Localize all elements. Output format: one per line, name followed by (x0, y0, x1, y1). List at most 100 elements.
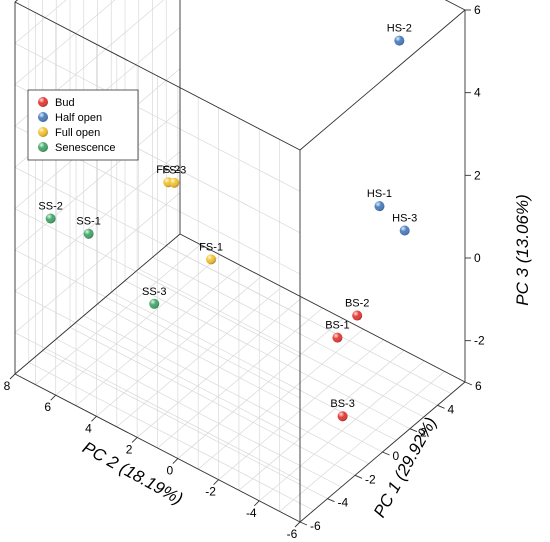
legend-marker-shading (38, 142, 48, 152)
point-label: BS-3 (330, 398, 354, 410)
point-marker-shading (394, 35, 405, 46)
grid-line-left-wall-horizontal (14, 291, 301, 440)
pc3-tick-label: 4 (474, 86, 481, 100)
grid-line-right-wall-horizontal (14, 151, 181, 292)
pc2-tick-label: 4 (85, 421, 92, 435)
legend-entry-full-open: Full open (38, 127, 100, 139)
grid-line-floor-pc2 (35, 244, 201, 385)
legend-marker-shading (38, 97, 48, 107)
box-edge (14, 1, 301, 151)
pc1-tick-label: 2 (420, 426, 427, 440)
pc2-tick-mark (50, 394, 57, 401)
grid-line-right-wall-horizontal (14, 192, 181, 333)
grid-line-left-wall-horizontal (14, 43, 301, 192)
point-marker-shading (399, 225, 410, 236)
grid-line-floor-pc2 (238, 350, 405, 491)
grid-line-right-wall-horizontal (14, 0, 116, 85)
grid-line-floor-pc2 (218, 339, 384, 480)
pc1-tick-mark (299, 521, 308, 526)
axis-titles: PC 1 (29.92%) PC 2 (18.19%) PC 3 (13.06%… (79, 194, 532, 520)
pc2-tick-mark (91, 415, 97, 422)
point-label: HS-2 (387, 23, 412, 35)
legend-entry-half-open: Half open (38, 112, 102, 124)
grid-line-floor-pc2 (55, 254, 221, 396)
pc2-tick-label: -2 (205, 485, 216, 499)
box-edge (14, 233, 181, 375)
grid-line-floor-pc2 (75, 265, 242, 406)
point-fs-1: FS-1 (199, 241, 223, 265)
point-fs-3: FS-3 (162, 165, 186, 188)
grid-line-floor-pc2 (96, 276, 262, 417)
box-edge (179, 233, 466, 383)
pc1-tick-label: -2 (365, 472, 376, 486)
point-ss-2: SS-2 (38, 200, 63, 224)
pc1-tick-label: 0 (393, 449, 400, 463)
pc1-tick-mark (409, 428, 418, 433)
point-label: HS-1 (367, 188, 392, 200)
point-bs-2: BS-2 (345, 298, 369, 321)
pc1-tick-label: -4 (338, 496, 349, 510)
point-marker-shading (149, 298, 160, 309)
point-ss-3: SS-3 (142, 286, 166, 309)
grid-line-floor-pc2 (136, 297, 303, 438)
pc2-tick-mark (213, 479, 219, 486)
point-label: BS-2 (345, 298, 369, 310)
point-label: SS-3 (142, 286, 166, 298)
point-label: SS-1 (76, 216, 100, 228)
pc1-tick-mark (437, 404, 445, 409)
grid-line-right-wall-horizontal (14, 109, 181, 251)
box-edge (299, 9, 466, 151)
point-label: FS-1 (199, 241, 223, 253)
box-edge (14, 373, 301, 523)
pc1-tick-mark (464, 381, 473, 386)
grid-line-left-wall-horizontal (14, 167, 301, 316)
point-marker-shading (206, 254, 217, 265)
point-label: BS-1 (325, 320, 349, 332)
point-hs-1: HS-1 (367, 188, 392, 212)
pc3-tick-label: -2 (474, 334, 485, 348)
legend-label: Half open (55, 112, 102, 124)
point-hs-2: HS-2 (387, 23, 412, 46)
legend-label: Bud (55, 97, 75, 109)
legend-label: Senescence (55, 142, 116, 154)
legend-marker-shading (38, 127, 48, 137)
pc3-tick-label: 6 (474, 3, 481, 17)
grid-line-floor-pc2 (259, 360, 425, 502)
point-bs-3: BS-3 (330, 398, 355, 422)
pc3-tick-label: 2 (474, 168, 481, 182)
pc2-tick-mark (172, 458, 179, 464)
legend-entry-senescence: Senescence (38, 142, 116, 154)
point-marker-shading (45, 213, 56, 224)
point-marker-shading (374, 201, 385, 212)
pc1-tick-label: 6 (475, 379, 482, 393)
pc3-tick-label: 0 (474, 251, 481, 265)
pc1-tick-label: -6 (310, 519, 321, 533)
legend-entry-bud: Bud (38, 97, 75, 109)
grid-line-floor-pc2 (116, 286, 283, 428)
pc1-tick-mark (327, 498, 335, 503)
axis-title-pc3: PC 3 (13.06%) (513, 194, 532, 306)
legend-marker-shading (38, 112, 48, 122)
point-marker-shading (352, 310, 363, 321)
pc1-tick-mark (354, 474, 363, 479)
legend: Bud Half open Full open Senescence (27, 89, 139, 161)
point-marker-shading (169, 177, 180, 188)
pc2-tick-label: 0 (167, 464, 174, 478)
pc1-tick-mark (382, 451, 390, 456)
point-label: HS-3 (392, 212, 417, 224)
grid-line-floor-pc2 (279, 371, 445, 512)
point-hs-3: HS-3 (392, 212, 417, 236)
pc1-tick-label: 4 (448, 402, 455, 416)
grid-line-floor-pc2 (157, 307, 323, 449)
point-marker-shading (83, 228, 94, 239)
tick-labels: -6 -4 -2 0 2 4 6 -6 -4 -2 0 2 4 6 8 -2 0 2 4 6 (4, 3, 485, 541)
pc2-tick-label: -4 (246, 506, 257, 520)
pc2-tick-label: 2 (126, 442, 133, 456)
pc2-tick-mark (9, 373, 16, 380)
grid-line-floor-pc2 (177, 318, 344, 459)
grid-line-left-wall-horizontal (14, 208, 301, 357)
axis-title-pc1: PC 1 (29.92%) (370, 414, 441, 521)
point-ss-1: SS-1 (76, 216, 101, 239)
grid-line-left-wall-horizontal (14, 332, 301, 481)
